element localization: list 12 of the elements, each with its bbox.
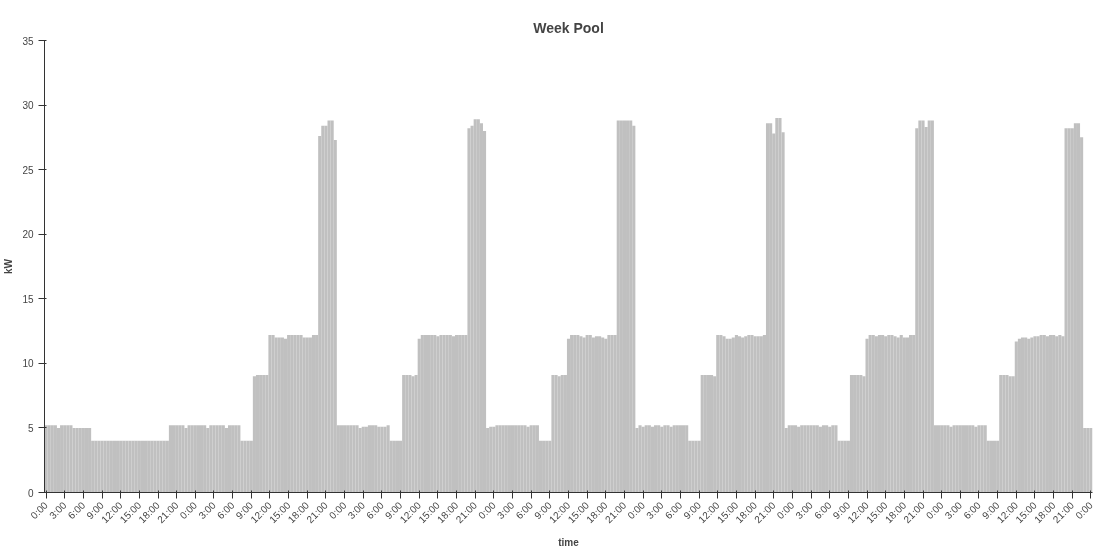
y-tick-label: 5 bbox=[27, 422, 34, 434]
x-axis-title: time bbox=[558, 536, 580, 548]
y-tick-label: 10 bbox=[22, 358, 34, 370]
y-tick-label: 20 bbox=[22, 229, 34, 241]
y-tick-label: 15 bbox=[22, 293, 34, 305]
y-tick-label: 35 bbox=[22, 35, 34, 47]
x-tick-label: 0:00 bbox=[1073, 499, 1096, 522]
y-tick-label: 25 bbox=[22, 164, 34, 176]
y-axis-title: kW bbox=[3, 258, 15, 274]
y-tick-label: 0 bbox=[27, 487, 34, 499]
y-tick-label: 30 bbox=[22, 100, 34, 112]
chart-title: Week Pool bbox=[533, 19, 604, 36]
